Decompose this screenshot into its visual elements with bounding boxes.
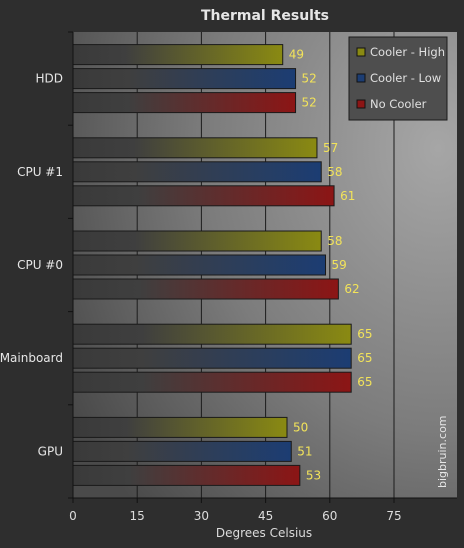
x-tick-label: 60 [322, 509, 337, 523]
bar [72, 44, 284, 66]
legend-label: Cooler - Low [370, 71, 441, 85]
y-tick-label: CPU #0 [17, 258, 63, 272]
x-tick-label: 0 [69, 509, 77, 523]
bar [72, 161, 322, 183]
data-label: 65 [357, 351, 372, 365]
y-tick-label: Mainboard [0, 351, 63, 365]
bar [72, 440, 292, 462]
data-label: 62 [344, 282, 359, 296]
chart-title: Thermal Results [201, 8, 329, 24]
watermark: bigbruin.com [436, 415, 449, 488]
data-label: 50 [293, 420, 308, 434]
data-label: 59 [332, 258, 347, 272]
bar [72, 68, 297, 90]
data-label: 58 [327, 165, 342, 179]
bar [72, 230, 322, 252]
legend-swatch [356, 73, 366, 83]
x-tick-label: 30 [194, 509, 209, 523]
legend-label: No Cooler [370, 97, 427, 111]
legend-swatch [356, 47, 366, 57]
bar [72, 464, 301, 486]
y-tick-label: GPU [38, 444, 63, 458]
legend-swatch [356, 99, 366, 109]
bar [72, 323, 352, 345]
legend-label: Cooler - High [370, 45, 445, 59]
data-label: 65 [357, 327, 372, 341]
data-label: 51 [297, 444, 312, 458]
y-tick-label: CPU #1 [17, 165, 63, 179]
data-label: 61 [340, 189, 355, 203]
bar [72, 371, 352, 393]
bar [72, 185, 335, 207]
data-label: 57 [323, 141, 338, 155]
bar [72, 137, 318, 159]
y-axis: HDD CPU #1 CPU #0 Mainboard GPU [0, 31, 73, 499]
bar [72, 416, 288, 438]
data-label: 53 [306, 468, 321, 482]
x-axis: 0 15 30 45 60 75 [69, 498, 402, 523]
x-axis-label: Degrees Celsius [216, 526, 312, 540]
data-label: 52 [302, 72, 317, 86]
data-label: 52 [302, 96, 317, 110]
data-label: 58 [327, 234, 342, 248]
bar [72, 254, 327, 276]
data-label: 49 [289, 48, 304, 62]
x-tick-label: 75 [386, 509, 401, 523]
x-tick-label: 45 [258, 509, 273, 523]
bar [72, 92, 297, 114]
value-labels: 49 52 52 57 58 61 58 59 62 65 65 65 50 51 53 [289, 48, 373, 483]
bar [72, 278, 339, 300]
data-label: 65 [357, 375, 372, 389]
bar [72, 347, 352, 369]
bars [72, 44, 352, 486]
x-tick-label: 15 [130, 509, 145, 523]
y-tick-label: HDD [35, 72, 63, 86]
legend: Cooler - High Cooler - Low No Cooler [348, 36, 448, 121]
